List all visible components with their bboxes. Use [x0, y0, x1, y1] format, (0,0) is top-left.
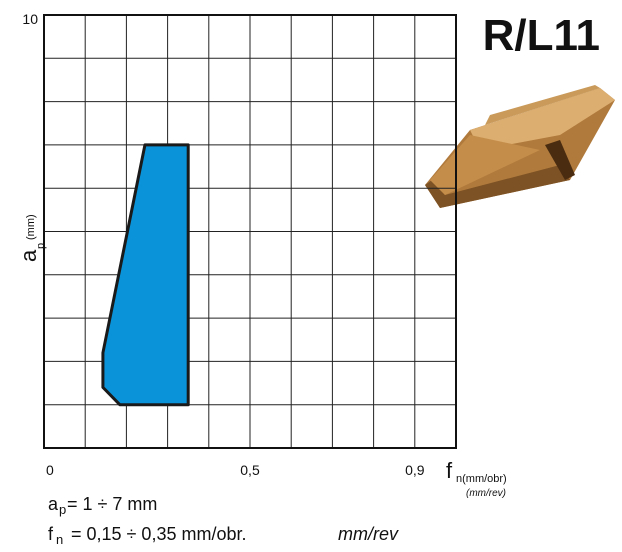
x-label-main: f	[446, 458, 453, 483]
y-label-unit: (mm)	[25, 214, 37, 240]
insert-image	[425, 85, 615, 208]
x-tick-label: 0,5	[240, 462, 260, 478]
ann-sub: n	[56, 532, 63, 547]
annotation: a p = 1 ÷ 7 mm	[48, 494, 157, 517]
ann-sub: p	[59, 502, 66, 517]
chart-title: R/L11	[483, 11, 600, 60]
area-polygon	[101, 143, 190, 407]
x-tick-label: 0,9	[405, 462, 425, 478]
ann-italic: mm/rev	[338, 524, 399, 544]
ann-main: a	[48, 494, 59, 514]
plot-frame	[43, 14, 457, 449]
x-axis-label: f n(mm/obr) (mm/rev)	[446, 458, 507, 499]
ann-main: f	[48, 524, 54, 544]
x-tick-label: 0	[46, 462, 54, 478]
plot-area: 0 0,5 0,9 10	[22, 11, 457, 478]
annotation: f n = 0,15 ÷ 0,35 mm/obr. mm/rev	[48, 524, 399, 547]
y-label-main: a	[16, 249, 41, 262]
ann-text: = 1 ÷ 7 mm	[67, 494, 157, 514]
y-label-sub: p	[35, 243, 47, 249]
ann-text: = 0,15 ÷ 0,35 mm/obr.	[66, 524, 251, 544]
y-axis-label: a p (mm)	[16, 214, 47, 262]
y-tick-label: 10	[22, 11, 38, 27]
x-label-alt: (mm/rev)	[466, 488, 506, 499]
x-label-sub: n(mm/obr)	[456, 473, 507, 485]
